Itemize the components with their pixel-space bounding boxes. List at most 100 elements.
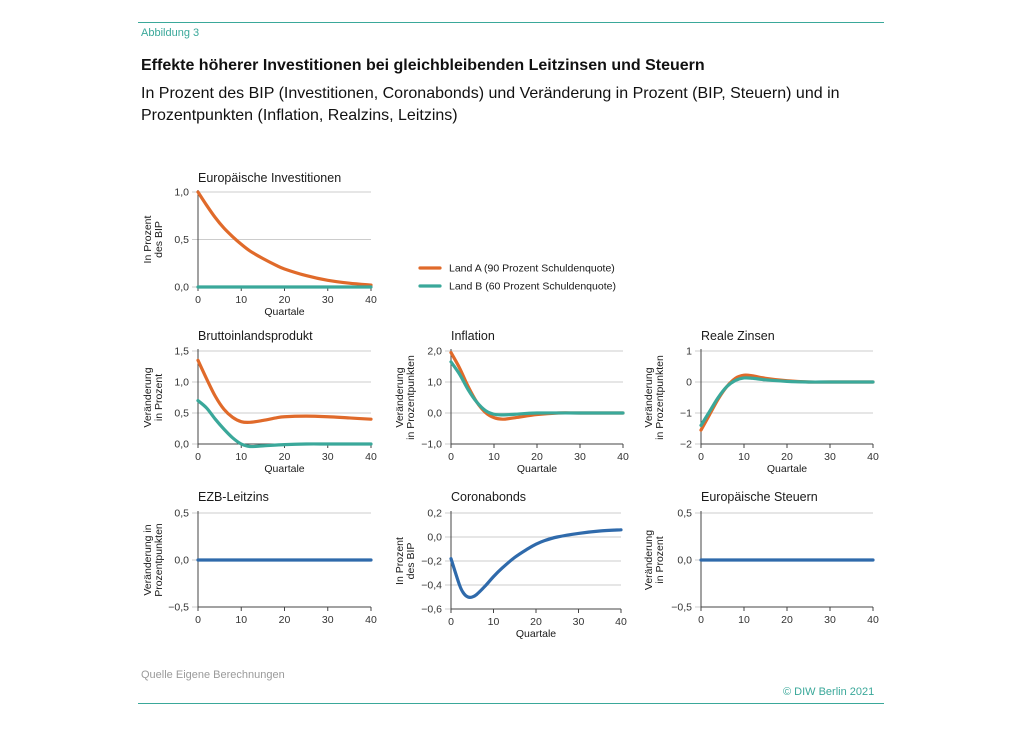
x-axis-label: Quartale [516,628,556,640]
y-tick-label: 1,0 [174,187,189,199]
x-axis-label: Quartale [264,306,304,318]
y-axis-label: in Prozent [153,374,165,421]
y-axis-label: des BIP [153,221,165,258]
x-tick-label: 30 [322,451,334,463]
x-tick-label: 0 [698,451,704,463]
y-axis-label: Veränderung [142,367,154,427]
x-tick-label: 10 [235,614,247,626]
y-axis-label: In Prozent [142,215,154,263]
y-axis-label: des BIP [405,543,417,580]
legend-label: Land B (60 Prozent Schuldenquote) [449,281,616,293]
x-tick-label: 0 [448,451,454,463]
x-tick-label: 10 [488,451,500,463]
y-tick-label: 0,2 [427,508,442,520]
y-tick-label: 0,5 [677,508,692,520]
y-axis-label: Veränderung in [142,524,154,595]
x-tick-label: 20 [531,451,543,463]
panel-title: Reale Zinsen [701,329,775,343]
y-tick-label: 1,5 [174,346,189,358]
y-tick-label: 1 [686,346,692,358]
series-line-1 [196,358,373,425]
x-tick-label: 30 [573,616,585,628]
y-axis-label: Veränderung [643,530,655,590]
x-tick-label: 30 [824,614,836,626]
x-tick-label: 40 [867,614,879,626]
y-tick-label: −2 [680,439,692,451]
x-tick-label: 0 [195,614,201,626]
x-tick-label: 20 [279,294,291,306]
y-tick-label: −1,0 [421,439,442,451]
y-tick-label: 1,0 [174,377,189,389]
x-tick-label: 10 [235,451,247,463]
figure-title: Effekte höherer Investitionen bei gleich… [141,57,705,74]
x-tick-label: 0 [698,614,704,626]
x-tick-label: 20 [781,451,793,463]
series-line-2 [196,399,373,449]
panel-title: Coronabonds [451,490,526,504]
x-axis-label: Quartale [767,463,807,475]
series-line-1 [196,190,373,287]
x-tick-label: 40 [365,614,377,626]
top-rule [138,22,884,23]
y-tick-label: 0,0 [174,439,189,451]
y-tick-label: 0,0 [174,282,189,294]
x-tick-label: 20 [279,451,291,463]
x-tick-label: 40 [617,451,629,463]
x-tick-label: 30 [574,451,586,463]
panel-title: Bruttoinlandsprodukt [198,329,313,343]
y-axis-label: In Prozent [394,537,406,585]
y-tick-label: −0,5 [168,602,189,614]
panel-title: EZB-Leitzins [198,490,269,504]
y-tick-label: 0,5 [174,234,189,246]
y-tick-label: 0,0 [427,532,442,544]
y-axis-label: in Prozentpunkten [654,355,666,440]
y-tick-label: 0 [686,377,692,389]
x-tick-label: 30 [824,451,836,463]
y-axis-label: in Prozent [654,536,666,583]
x-tick-label: 30 [322,294,334,306]
y-tick-label: 0,5 [174,408,189,420]
y-tick-label: −0,6 [421,604,442,616]
y-axis-label: in Prozentpunkten [405,355,417,440]
legend-label: Land A (90 Prozent Schuldenquote) [449,263,615,275]
x-axis-label: Quartale [517,463,557,475]
x-tick-label: 0 [195,294,201,306]
series-line-1 [449,350,625,421]
bottom-rule [138,703,884,704]
y-tick-label: 0,5 [174,508,189,520]
series-line-1 [449,528,623,599]
y-tick-label: −0,5 [671,602,692,614]
figure-label: Abbildung 3 [141,27,200,39]
x-tick-label: 40 [365,294,377,306]
y-axis-label: Prozentpunkten [153,523,165,597]
y-tick-label: 0,0 [174,555,189,567]
x-tick-label: 30 [322,614,334,626]
y-tick-label: −1 [680,408,692,420]
x-tick-label: 20 [530,616,542,628]
x-tick-label: 20 [279,614,291,626]
source-note: Quelle Eigene Berechnungen [141,669,285,681]
x-tick-label: 10 [738,614,750,626]
x-tick-label: 40 [365,451,377,463]
y-tick-label: 1,0 [427,377,442,389]
y-tick-label: −0,4 [421,580,442,592]
panel-title: Europäische Investitionen [198,171,341,185]
figure-subtitle: In Prozent des BIP (Investitionen, Coron… [141,85,840,124]
y-axis-label: Veränderung [643,367,655,427]
panel-title: Inflation [451,329,495,343]
series-line-2 [449,360,625,417]
copyright-note: © DIW Berlin 2021 [783,686,875,698]
x-tick-label: 40 [867,451,879,463]
x-tick-label: 0 [448,616,454,628]
x-tick-label: 40 [615,616,627,628]
x-tick-label: 0 [195,451,201,463]
panel-title: Europäische Steuern [701,490,818,504]
y-tick-label: 0,0 [427,408,442,420]
series-line-2 [699,376,875,427]
x-tick-label: 20 [781,614,793,626]
x-tick-label: 10 [235,294,247,306]
x-axis-label: Quartale [264,463,304,475]
x-tick-label: 10 [488,616,500,628]
x-tick-label: 10 [738,451,750,463]
